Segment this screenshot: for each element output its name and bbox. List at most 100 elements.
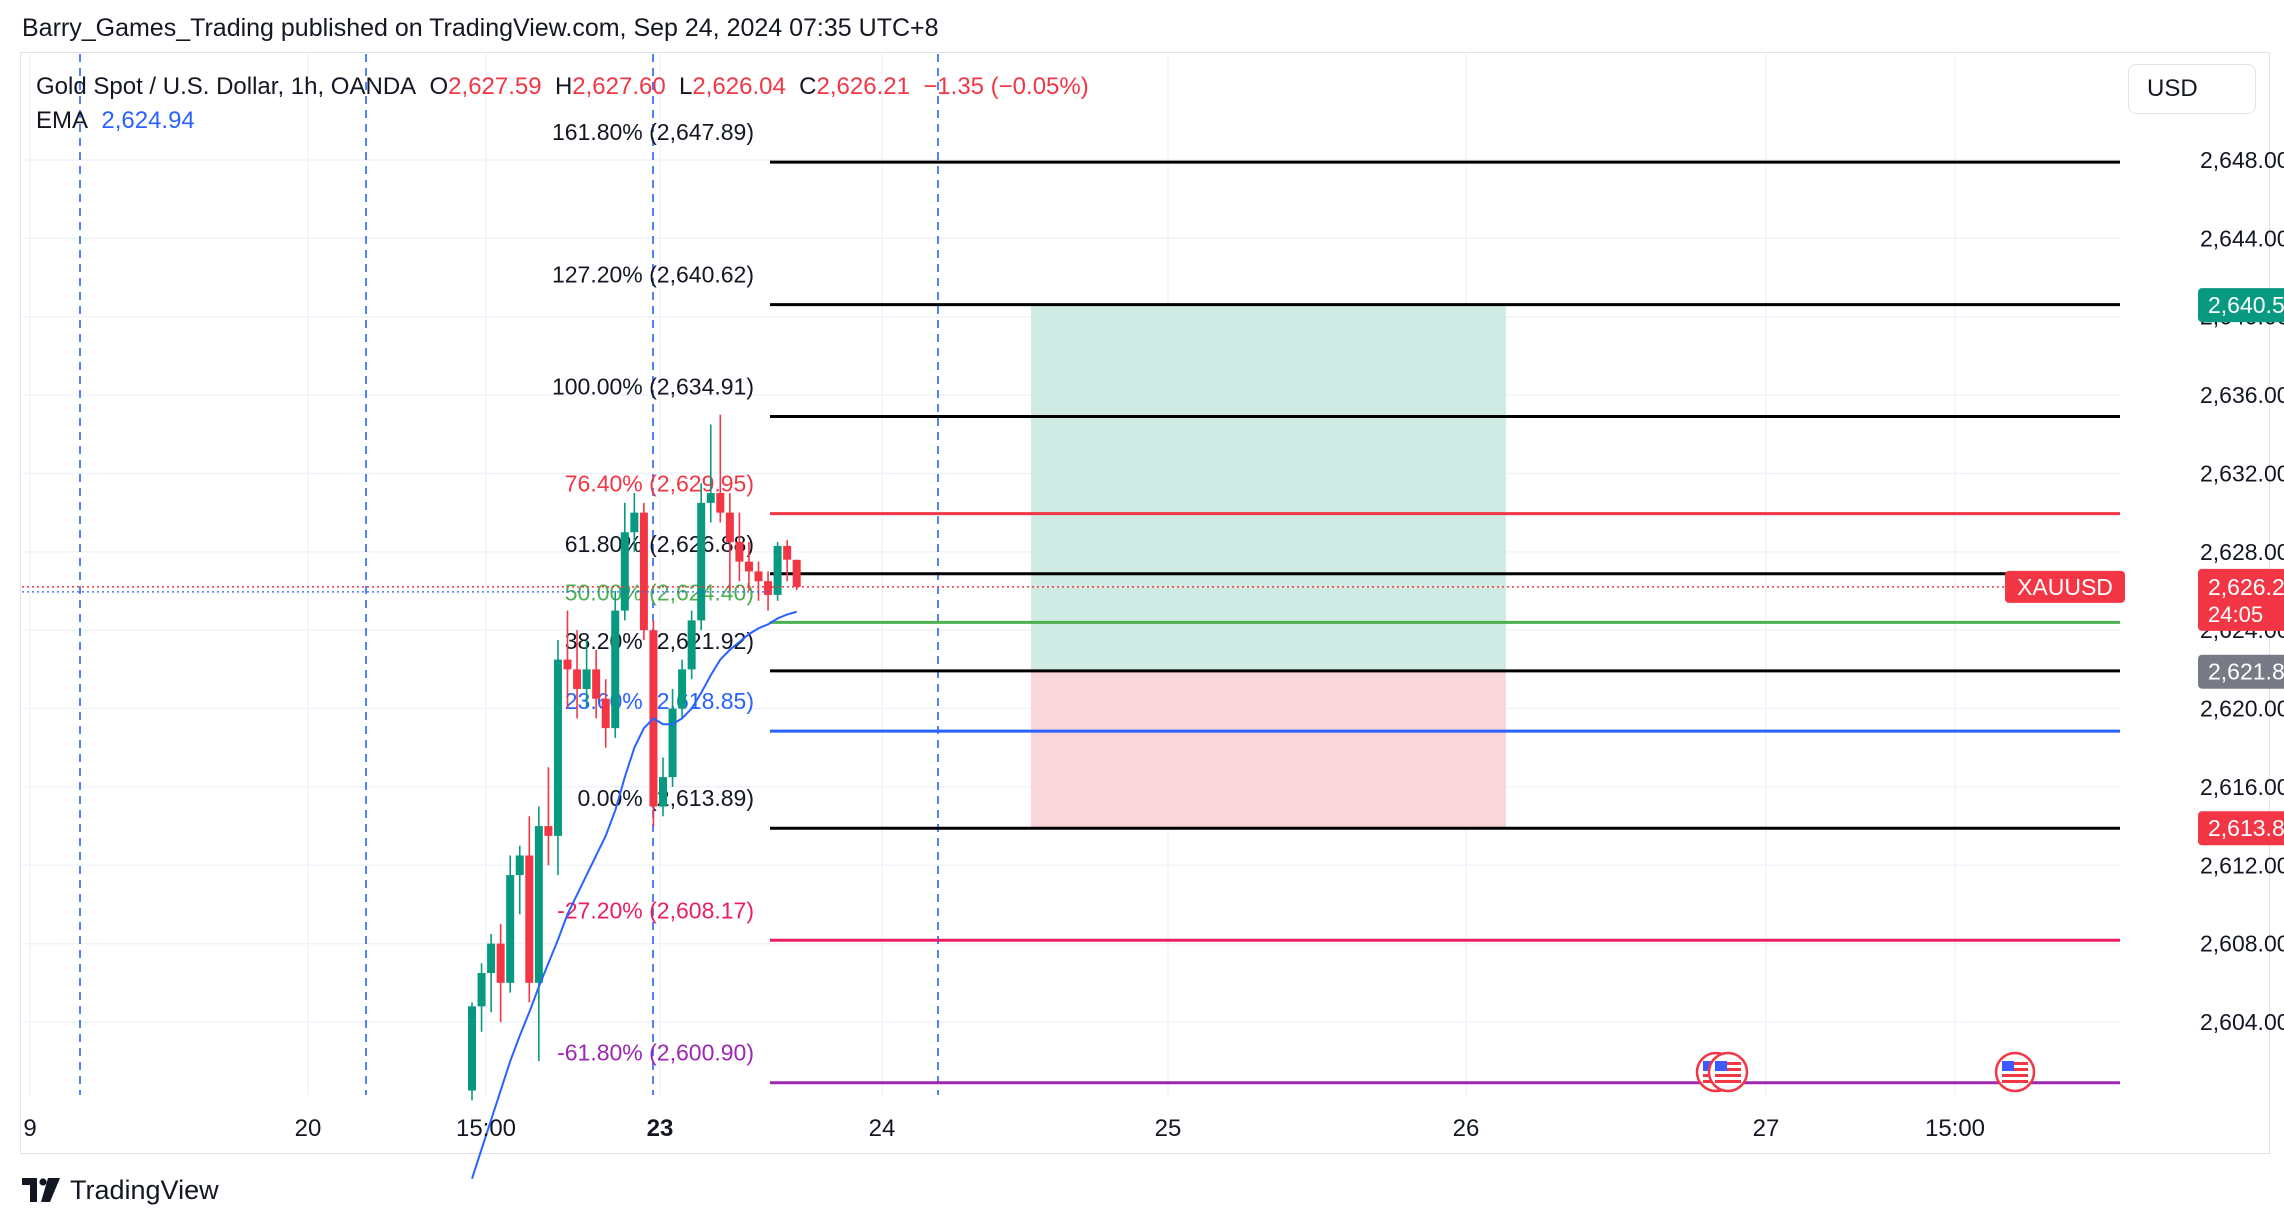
long-position-tool[interactable] — [1031, 305, 1506, 829]
economic-events[interactable] — [1695, 1051, 2036, 1093]
candle-body — [678, 669, 687, 709]
candle-body — [716, 493, 725, 513]
current-price-value: 2,626.21 — [2208, 574, 2284, 600]
price-tag-label: 2,640.59 — [2208, 292, 2284, 318]
bar-countdown: 24:05 — [2208, 602, 2263, 627]
high-value: 2,627.60 — [572, 73, 666, 100]
close-value: 2,626.21 — [816, 73, 910, 100]
candle-body — [477, 973, 486, 1007]
candle-body — [630, 512, 639, 533]
candle-body — [506, 875, 515, 983]
tradingview-brand[interactable]: TradingView — [70, 1174, 219, 1205]
candle-body — [487, 943, 496, 974]
candle-body — [773, 545, 782, 595]
time-axis-label: 26 — [1453, 1115, 1480, 1142]
change-value: −1.35 (−0.05%) — [923, 73, 1089, 100]
candle-body — [601, 698, 610, 729]
loss-zone — [1031, 671, 1506, 829]
price-axis-label: 2,636.00 — [2200, 382, 2284, 408]
candle-body — [639, 512, 648, 631]
symbol-title[interactable]: Gold Spot / U.S. Dollar, 1h, OANDA — [36, 73, 417, 100]
flag-stripe — [1715, 1080, 1741, 1083]
candle-body — [706, 493, 715, 503]
us-flag-icon[interactable] — [1707, 1051, 1749, 1093]
flag-stripe — [2002, 1080, 2028, 1083]
price-axis-label: 2,644.00 — [2200, 225, 2284, 251]
fib-level-label: -61.80% (2,600.90) — [557, 1040, 754, 1066]
candle-body — [735, 542, 744, 562]
time-axis-label: 24 — [869, 1115, 896, 1142]
fib-level-label: 61.80% (2,626.88) — [565, 531, 754, 557]
candle-body — [553, 659, 562, 836]
candle-body — [725, 512, 734, 543]
candle-body — [668, 708, 677, 778]
flag-stripe — [1715, 1074, 1741, 1077]
high-label: H — [554, 73, 573, 100]
candle-body — [783, 545, 792, 560]
price-axis-label: 2,612.00 — [2200, 852, 2284, 878]
time-axis-label: 15:00 — [1925, 1115, 1985, 1142]
time-axis-label: 25 — [1155, 1115, 1182, 1142]
flag-stripe — [2002, 1062, 2028, 1065]
flag-ring — [1707, 1051, 1749, 1093]
open-value: 2,627.59 — [448, 73, 542, 100]
currency-button[interactable]: USD — [2128, 64, 2256, 114]
candle-body — [515, 855, 524, 876]
price-tag-label: 2,621.88 — [2208, 659, 2284, 685]
price-axis-label: 2,604.00 — [2200, 1009, 2284, 1035]
chart-legend: Gold Spot / U.S. Dollar, 1h, OANDA O2,62… — [36, 70, 1089, 138]
current-price-tag-bg — [2198, 568, 2284, 631]
fib-level-label: -27.20% (2,608.17) — [557, 897, 754, 923]
fib-level-label: 38.20% (2,621.92) — [565, 628, 754, 654]
time-axis-label: 9 — [23, 1115, 36, 1142]
flag-ring — [1994, 1051, 2036, 1093]
candle-body — [544, 826, 553, 836]
legend-ema-row[interactable]: EMA 2,624.94 — [36, 104, 1089, 138]
price-axis-label: 2,628.00 — [2200, 539, 2284, 565]
ema-polyline — [471, 610, 797, 1180]
tradingview-logo-icon[interactable] — [22, 1178, 60, 1202]
price-tags: 2,640.59 2,621.88 2,613.89 XAUUSD 2,626.2124… — [2005, 288, 2284, 846]
price-axis-label: 2,648.00 — [2200, 147, 2284, 173]
price-tag-label: 2,613.89 — [2208, 815, 2284, 841]
flag-stripe — [1715, 1062, 1741, 1065]
price-axis-label: 2,616.00 — [2200, 774, 2284, 800]
price-axis-label: 2,620.00 — [2200, 696, 2284, 722]
candle-body — [764, 581, 773, 595]
candle-body — [563, 659, 572, 670]
legend-ohlc-row: Gold Spot / U.S. Dollar, 1h, OANDA O2,62… — [36, 70, 1089, 104]
candle-body — [744, 561, 753, 572]
profit-zone — [1031, 305, 1506, 672]
us-flag-icon[interactable] — [1994, 1051, 2036, 1093]
time-axis-label: 15:00 — [456, 1115, 516, 1142]
ema-label: EMA — [36, 107, 89, 134]
fib-retracement[interactable]: 161.80% (2,647.89) 127.20% (2,640.62) 100.… — [552, 119, 2120, 1085]
price-tag-bg — [2198, 288, 2284, 323]
candle-body — [534, 826, 543, 983]
candle-body — [620, 532, 629, 611]
time-axis[interactable]: 9 20 15:00 23 24 25 26 27 15:00 — [23, 1115, 1985, 1142]
time-axis-label: 27 — [1753, 1115, 1780, 1142]
candle-body — [468, 1006, 476, 1091]
price-tag-bg — [2198, 654, 2284, 689]
flag-canton — [1715, 1061, 1727, 1071]
fib-level-label: 161.80% (2,647.89) — [552, 119, 754, 145]
publisher-line: Barry_Games_Trading published on Trading… — [22, 14, 939, 42]
time-axis-label: 20 — [295, 1115, 322, 1142]
flag-stripe — [2002, 1074, 2028, 1077]
ema-value: 2,624.94 — [101, 107, 195, 134]
candle-body — [697, 502, 706, 621]
time-axis-label: 23 — [647, 1115, 674, 1142]
close-label: C — [799, 73, 817, 100]
fib-level-label: 76.40% (2,629.95) — [565, 471, 754, 497]
candles — [468, 414, 801, 1101]
candle-body — [592, 669, 601, 699]
candle-body — [573, 669, 582, 689]
price-tag-bg — [2198, 811, 2284, 846]
fib-level-label: 100.00% (2,634.91) — [552, 373, 754, 399]
symbol-tag-label: XAUUSD — [2017, 574, 2113, 600]
ema-line — [471, 610, 797, 1180]
flag-stripe — [1715, 1068, 1741, 1071]
candle-body — [496, 943, 505, 983]
